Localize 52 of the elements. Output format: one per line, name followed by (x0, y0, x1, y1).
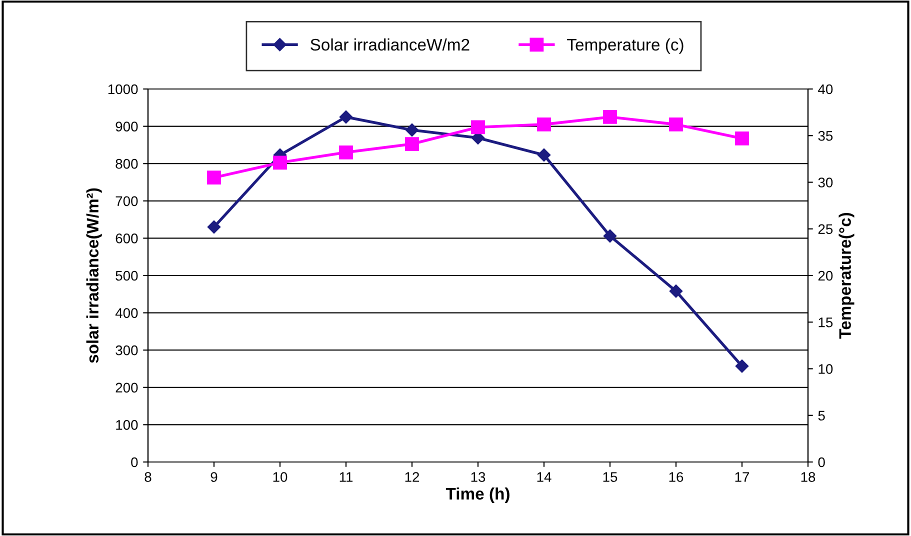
y-axis-title: solar irradiance(W/m²) (86, 188, 102, 363)
point (603, 229, 617, 243)
y2-tick-label: 40 (818, 84, 833, 94)
x-tick-label: 12 (405, 472, 420, 482)
y-tick-label: 900 (116, 122, 138, 132)
y2-tick-label: 20 (818, 270, 833, 281)
point (471, 120, 485, 134)
point (273, 156, 287, 170)
point (339, 145, 353, 160)
point (405, 123, 419, 137)
point (207, 170, 221, 185)
legend-label: Temperature (c) (567, 38, 684, 54)
x-axis-title: Time (h) (446, 487, 510, 503)
x-tick-label: 15 (603, 472, 618, 482)
x-tick-label: 13 (471, 472, 486, 482)
y-tick-label: 500 (116, 270, 138, 281)
point (405, 137, 419, 151)
point (537, 117, 551, 132)
y-tick-label: 600 (116, 234, 138, 244)
point (735, 360, 749, 373)
x-tick-label: 10 (273, 472, 288, 482)
point (669, 117, 683, 132)
y-tick-label: 400 (115, 308, 138, 318)
y2-tick-label: 5 (818, 410, 825, 421)
y2-axis-title: Temperature(°c) (838, 212, 854, 339)
x-tick-label: 11 (340, 472, 353, 482)
y2-tick-label: 30 (818, 178, 833, 188)
x-tick-label: 18 (801, 472, 816, 482)
y2-tick-label: 15 (818, 318, 833, 328)
y2-tick-label: 25 (818, 224, 833, 234)
y-tick-label: 1000 (108, 84, 138, 94)
x-tick-label: 8 (144, 472, 152, 482)
point (339, 110, 353, 124)
y-tick-label: 300 (116, 345, 138, 356)
point (603, 110, 617, 124)
point (537, 148, 551, 162)
y-tick-label: 800 (116, 158, 138, 169)
x-tick-label: 14 (537, 472, 552, 482)
x-tick-label: 17 (735, 472, 750, 482)
y-tick-label: 0 (131, 457, 138, 468)
y2-tick-label: 10 (818, 364, 833, 374)
y-tick-label: 700 (116, 196, 138, 206)
y-tick-label: 200 (116, 382, 138, 393)
x-tick-label: 16 (669, 472, 684, 482)
y2-tick-label: 35 (818, 130, 833, 141)
point (735, 131, 749, 146)
point (669, 284, 683, 298)
point (207, 220, 221, 234)
x-tick-label: 9 (210, 472, 218, 482)
legend-label: Solar irradianceW/m2 (310, 38, 470, 51)
y2-tick-label: 0 (818, 457, 825, 468)
y-tick-label: 100 (116, 420, 138, 430)
